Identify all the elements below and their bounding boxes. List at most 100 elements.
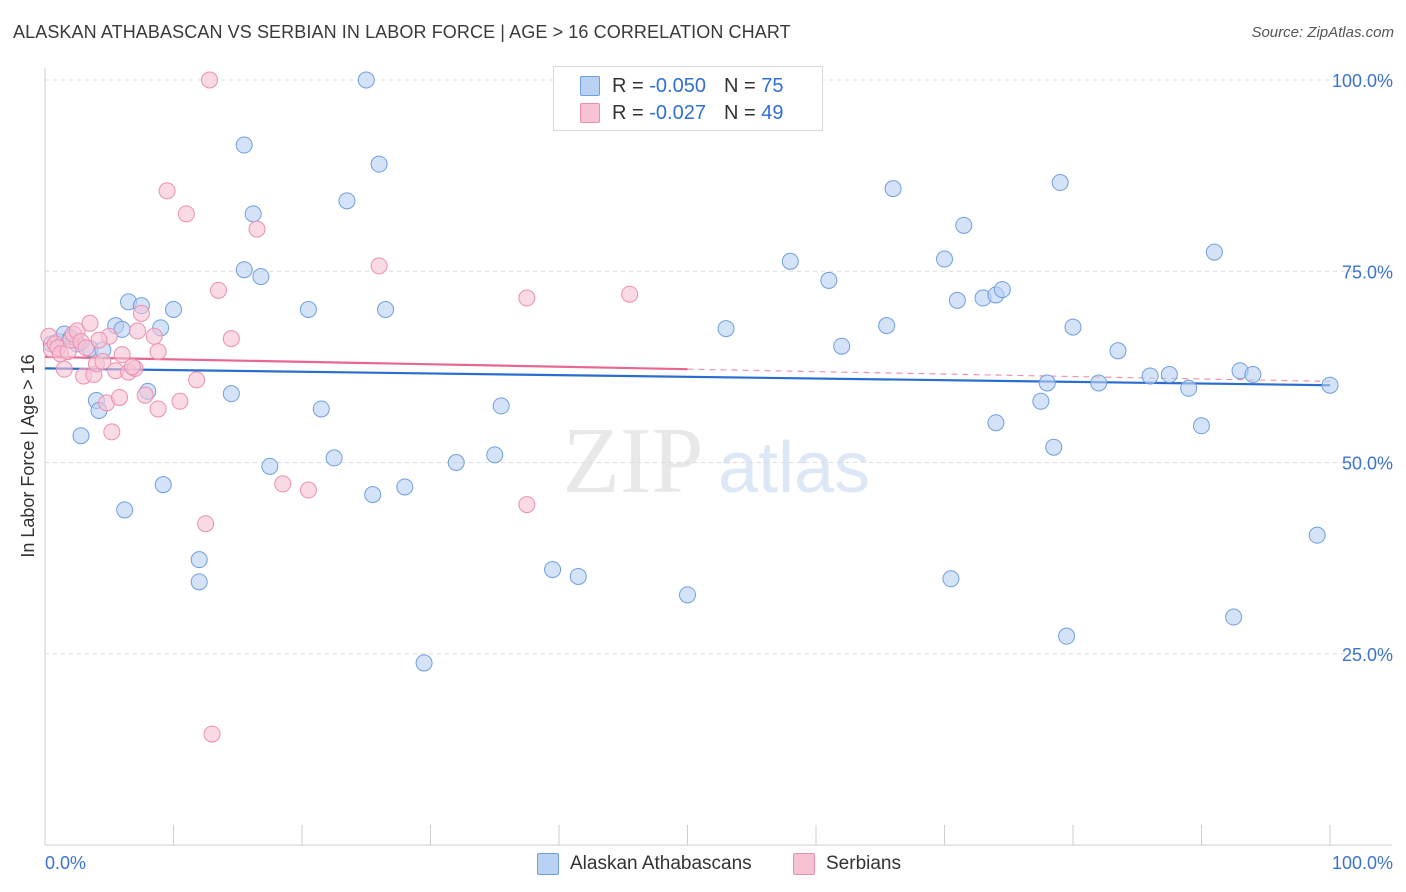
serbian-point <box>136 386 154 404</box>
serbian-point <box>111 388 129 406</box>
athabascan-point <box>833 337 851 355</box>
legend-swatch-blue <box>537 853 559 875</box>
serbian-point <box>299 481 317 499</box>
gridlines <box>45 79 1392 655</box>
serbian-point <box>248 220 266 238</box>
r-value-serbian: -0.027 <box>649 101 706 124</box>
athabascan-point <box>936 250 953 268</box>
athabascan-point <box>486 446 504 464</box>
serbian-point <box>149 343 167 361</box>
data-points <box>40 71 1339 743</box>
serbian-point <box>55 360 73 378</box>
chart-title: ALASKAN ATHABASCAN VS SERBIAN IN LABOR F… <box>13 22 791 42</box>
athabascan-point <box>1058 627 1076 645</box>
serbian-swatch <box>580 103 600 123</box>
watermark-atlas: atlas <box>718 428 870 508</box>
serbian-point <box>77 339 95 357</box>
athabascan-point <box>1244 366 1262 384</box>
serbian-point <box>177 205 195 223</box>
y-axis-label: In Labor Force | Age > 16 <box>18 354 38 557</box>
athabascan-point <box>222 385 240 403</box>
serbian-point <box>274 475 292 493</box>
athabascan-point <box>544 561 562 579</box>
legend-item-athabascans: Alaskan Athabascans <box>537 851 752 877</box>
athabascan-point <box>415 654 433 672</box>
athabascan-point <box>190 573 208 591</box>
serbian-point <box>171 392 189 410</box>
athabascan-point <box>235 261 253 279</box>
tick-labels: 25.0% 50.0% 75.0% 100.0% 0.0% 100.0% <box>45 71 1393 873</box>
serbian-point <box>518 496 536 514</box>
legend-item-serbians: Serbians <box>793 851 901 877</box>
athabascan-point <box>72 427 90 445</box>
n-value-serbian: 49 <box>761 101 784 124</box>
athabascan-point <box>1045 438 1063 456</box>
athabascan-point <box>244 205 262 223</box>
trend-lines <box>44 355 1331 387</box>
athabascan-point <box>1032 392 1050 410</box>
y-tick-label: 100.0% <box>1332 71 1393 91</box>
stats-row-athabascan: R = -0.050 N = 75 <box>580 73 783 99</box>
serbian-point <box>203 725 221 743</box>
athabascan-point <box>993 281 1011 299</box>
athabascan-point <box>1051 174 1069 192</box>
serbian-point <box>113 346 131 364</box>
y-tick-label: 50.0% <box>1342 454 1393 474</box>
athabascan-point <box>1160 366 1178 384</box>
serbian-point <box>129 322 147 340</box>
serbian-point <box>123 358 141 376</box>
athabascan-point <box>252 268 270 286</box>
serbian-point <box>132 304 150 322</box>
serbian-point <box>370 257 388 275</box>
n-label: N = <box>723 74 756 97</box>
x-tick-label: 0.0% <box>45 853 86 873</box>
athabascan-point <box>396 478 414 496</box>
athabascan-swatch <box>580 76 600 96</box>
athabascan-point <box>377 301 395 318</box>
serbian-point <box>94 353 112 371</box>
athabascan-point <box>312 400 330 418</box>
serbian-point <box>81 314 99 332</box>
serbian-point <box>149 400 167 418</box>
serbian-point <box>197 515 215 533</box>
serbian-point <box>90 331 108 349</box>
r-label: R = <box>612 101 644 124</box>
serbian-trend-line-extension <box>687 368 1331 383</box>
athabascan-point <box>447 454 465 471</box>
serbian-point <box>518 289 536 307</box>
athabascan-point <box>1109 342 1127 360</box>
legend-swatch-pink <box>793 853 815 875</box>
athabascan-point <box>154 476 172 494</box>
athabascan-point <box>1064 318 1082 336</box>
athabascan-point <box>1090 374 1108 392</box>
serbian-point <box>621 285 639 303</box>
athabascan-point <box>165 301 182 318</box>
stats-row-serbian: R = -0.027 N = 49 <box>580 100 783 126</box>
athabascan-point <box>492 397 510 415</box>
serbian-point <box>200 71 218 89</box>
athabascan-point <box>717 320 735 338</box>
n-label: N = <box>723 101 756 124</box>
n-value-athabascan: 75 <box>761 74 784 97</box>
serbian-point <box>188 371 206 389</box>
serbian-point <box>222 330 240 348</box>
athabascan-point <box>235 136 253 154</box>
athabascan-point <box>878 317 896 335</box>
athabascan-point <box>1225 608 1243 626</box>
watermark-zip: ZIP <box>563 409 704 513</box>
athabascan-point <box>955 216 973 234</box>
y-tick-label: 25.0% <box>1342 645 1393 665</box>
axes <box>44 68 1392 846</box>
athabascan-point <box>781 252 799 270</box>
serbian-trend-line <box>44 355 688 371</box>
stats-legend: R = -0.050 N = 75 R = -0.027 N = 49 <box>553 66 823 131</box>
source-credit: Source: ZipAtlas.com <box>1251 24 1394 41</box>
athabascan-point <box>190 551 208 569</box>
r-value-athabascan: -0.050 <box>649 74 706 97</box>
athabascan-point <box>820 271 838 289</box>
serbian-point <box>145 327 163 345</box>
athabascan-point <box>364 486 382 504</box>
athabascan-point <box>1308 526 1326 544</box>
athabascan-point <box>884 180 902 198</box>
